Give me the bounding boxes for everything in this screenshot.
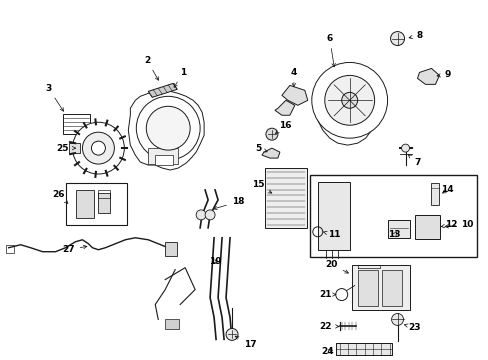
Text: 4: 4 [290,68,296,87]
Text: 9: 9 [436,70,449,79]
Text: 15: 15 [251,180,271,193]
Bar [381,270,401,306]
Bar [155,155,173,165]
Bar [6,245,14,253]
Bar [68,143,81,153]
Text: 5: 5 [254,144,266,153]
Circle shape [324,75,374,125]
Circle shape [401,144,408,152]
Bar [148,148,178,164]
Circle shape [196,210,205,220]
Text: 7: 7 [407,155,420,167]
Text: 16: 16 [275,121,290,134]
Bar [387,220,408,238]
Text: 10: 10 [444,220,472,229]
Bar [65,183,127,225]
Text: 19: 19 [208,257,221,266]
Polygon shape [281,85,307,105]
Circle shape [72,122,124,174]
Bar [430,183,439,205]
Text: 2: 2 [144,56,158,80]
Polygon shape [262,148,279,158]
Bar [98,193,110,213]
Bar [62,114,90,134]
Bar [357,270,377,306]
Text: 23: 23 [404,323,420,332]
Circle shape [390,32,404,45]
Bar [317,182,349,250]
Circle shape [82,132,114,164]
Bar [165,319,179,329]
Text: 26: 26 [52,190,68,203]
Bar [351,265,408,310]
Circle shape [91,141,105,155]
Bar [76,190,94,218]
Circle shape [136,96,200,160]
Polygon shape [314,69,377,145]
Polygon shape [148,84,177,97]
Bar [264,168,306,228]
Text: 22: 22 [319,322,338,331]
Circle shape [391,314,403,325]
Text: 1: 1 [174,68,186,87]
Circle shape [146,106,190,150]
Text: 13: 13 [387,230,400,239]
Text: 18: 18 [213,197,244,210]
Bar [309,175,476,257]
Text: 21: 21 [319,290,335,299]
Text: 25: 25 [56,144,76,153]
Text: 14: 14 [440,185,453,194]
Text: 3: 3 [45,84,63,111]
Bar [414,215,440,239]
Text: 17: 17 [235,336,256,349]
Circle shape [225,328,238,340]
Ellipse shape [265,128,277,140]
Bar [165,242,177,256]
Text: 12: 12 [440,220,457,229]
Text: 27: 27 [62,245,87,254]
Text: 20: 20 [325,260,348,273]
Text: 11: 11 [323,230,340,239]
Polygon shape [417,68,439,84]
Polygon shape [128,89,203,170]
Bar [335,343,391,355]
Circle shape [341,92,357,108]
Polygon shape [274,100,294,115]
Circle shape [204,210,215,220]
Text: 6: 6 [326,34,335,67]
Bar [98,190,110,198]
Circle shape [311,62,387,138]
Text: 24: 24 [321,347,333,356]
Text: 8: 8 [408,31,422,40]
